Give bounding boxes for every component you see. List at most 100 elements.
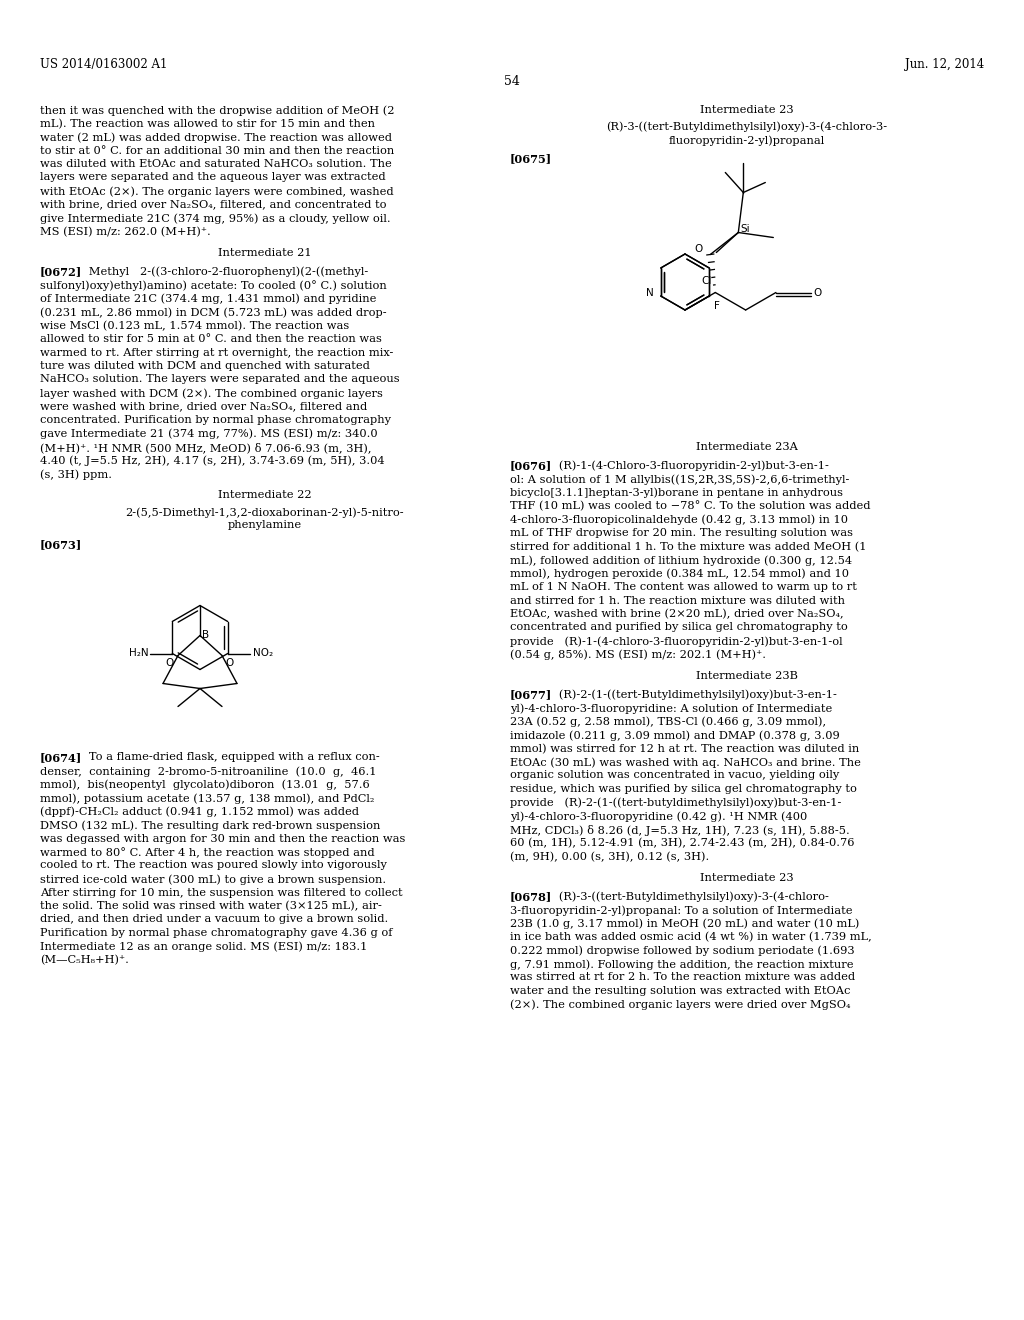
Text: in ice bath was added osmic acid (4 wt %) in water (1.739 mL,: in ice bath was added osmic acid (4 wt %… [510,932,871,942]
Text: (M+H)⁺. ¹H NMR (500 MHz, MeOD) δ 7.06-6.93 (m, 3H),: (M+H)⁺. ¹H NMR (500 MHz, MeOD) δ 7.06-6.… [40,442,372,453]
Text: (M—C₅H₈+H)⁺.: (M—C₅H₈+H)⁺. [40,954,129,965]
Text: gave Intermediate 21 (374 mg, 77%). MS (ESI) m/z: 340.0: gave Intermediate 21 (374 mg, 77%). MS (… [40,429,378,440]
Text: (R)-2-(1-((tert-Butyldimethylsilyl)oxy)but-3-en-1-: (R)-2-(1-((tert-Butyldimethylsilyl)oxy)b… [548,689,837,700]
Text: layers were separated and the aqueous layer was extracted: layers were separated and the aqueous la… [40,173,386,182]
Text: bicyclo[3.1.1]heptan-3-yl)borane in pentane in anhydrous: bicyclo[3.1.1]heptan-3-yl)borane in pent… [510,487,843,498]
Text: [0677]: [0677] [510,689,552,701]
Text: of Intermediate 21C (374.4 mg, 1.431 mmol) and pyridine: of Intermediate 21C (374.4 mg, 1.431 mmo… [40,293,377,304]
Text: THF (10 mL) was cooled to −78° C. To the solution was added: THF (10 mL) was cooled to −78° C. To the… [510,502,870,512]
Text: mmol),  bis(neopentyl  glycolato)diboron  (13.01  g,  57.6: mmol), bis(neopentyl glycolato)diboron (… [40,780,370,791]
Text: the solid. The solid was rinsed with water (3×125 mL), air-: the solid. The solid was rinsed with wat… [40,902,382,911]
Text: (m, 9H), 0.00 (s, 3H), 0.12 (s, 3H).: (m, 9H), 0.00 (s, 3H), 0.12 (s, 3H). [510,851,710,862]
Text: mL of 1 N NaOH. The content was allowed to warm up to rt: mL of 1 N NaOH. The content was allowed … [510,582,857,591]
Text: [0673]: [0673] [40,539,82,550]
Text: (0.54 g, 85%). MS (ESI) m/z: 202.1 (M+H)⁺.: (0.54 g, 85%). MS (ESI) m/z: 202.1 (M+H)… [510,649,766,660]
Text: DMSO (132 mL). The resulting dark red-brown suspension: DMSO (132 mL). The resulting dark red-br… [40,820,380,830]
Text: g, 7.91 mmol). Following the addition, the reaction mixture: g, 7.91 mmol). Following the addition, t… [510,960,853,970]
Text: Cl: Cl [701,276,712,286]
Text: N: N [646,288,653,298]
Text: 4.40 (t, J=5.5 Hz, 2H), 4.17 (s, 2H), 3.74-3.69 (m, 5H), 3.04: 4.40 (t, J=5.5 Hz, 2H), 4.17 (s, 2H), 3.… [40,455,385,466]
Text: Intermediate 23B: Intermediate 23B [696,671,798,681]
Text: sulfonyl)oxy)ethyl)amino) acetate: To cooled (0° C.) solution: sulfonyl)oxy)ethyl)amino) acetate: To co… [40,280,387,290]
Text: mL of THF dropwise for 20 min. The resulting solution was: mL of THF dropwise for 20 min. The resul… [510,528,853,539]
Text: was degassed with argon for 30 min and then the reaction was: was degassed with argon for 30 min and t… [40,833,406,843]
Text: O: O [694,244,702,255]
Text: warmed to 80° C. After 4 h, the reaction was stopped and: warmed to 80° C. After 4 h, the reaction… [40,847,375,858]
Text: give Intermediate 21C (374 mg, 95%) as a cloudy, yellow oil.: give Intermediate 21C (374 mg, 95%) as a… [40,213,390,223]
Text: imidazole (0.211 g, 3.09 mmol) and DMAP (0.378 g, 3.09: imidazole (0.211 g, 3.09 mmol) and DMAP … [510,730,840,741]
Text: US 2014/0163002 A1: US 2014/0163002 A1 [40,58,167,71]
Text: stirred for additional 1 h. To the mixture was added MeOH (1: stirred for additional 1 h. To the mixtu… [510,541,866,552]
Text: with EtOAc (2×). The organic layers were combined, washed: with EtOAc (2×). The organic layers were… [40,186,393,197]
Text: (R)-1-(4-Chloro-3-fluoropyridin-2-yl)but-3-en-1-: (R)-1-(4-Chloro-3-fluoropyridin-2-yl)but… [548,461,828,471]
Text: 54: 54 [504,75,520,88]
Text: wise MsCl (0.123 mL, 1.574 mmol). The reaction was: wise MsCl (0.123 mL, 1.574 mmol). The re… [40,321,349,331]
Text: Intermediate 22: Intermediate 22 [218,491,312,500]
Text: (dppf)-CH₂Cl₂ adduct (0.941 g, 1.152 mmol) was added: (dppf)-CH₂Cl₂ adduct (0.941 g, 1.152 mmo… [40,807,359,817]
Text: with brine, dried over Na₂SO₄, filtered, and concentrated to: with brine, dried over Na₂SO₄, filtered,… [40,199,386,210]
Text: NO₂: NO₂ [253,648,272,659]
Text: water (2 mL) was added dropwise. The reaction was allowed: water (2 mL) was added dropwise. The rea… [40,132,392,143]
Text: [0676]: [0676] [510,461,552,471]
Text: organic solution was concentrated in vacuo, yielding oily: organic solution was concentrated in vac… [510,771,840,780]
Text: Intermediate 21: Intermediate 21 [218,248,312,257]
Text: (s, 3H) ppm.: (s, 3H) ppm. [40,469,112,479]
Text: 2-(5,5-Dimethyl-1,3,2-dioxaborinan-2-yl)-5-nitro-: 2-(5,5-Dimethyl-1,3,2-dioxaborinan-2-yl)… [126,507,404,517]
Text: Jun. 12, 2014: Jun. 12, 2014 [905,58,984,71]
Text: Si: Si [740,224,750,235]
Text: yl)-4-chloro-3-fluoropyridine (0.42 g). ¹H NMR (400: yl)-4-chloro-3-fluoropyridine (0.42 g). … [510,810,807,821]
Text: yl)-4-chloro-3-fluoropyridine: A solution of Intermediate: yl)-4-chloro-3-fluoropyridine: A solutio… [510,704,833,714]
Text: MS (ESI) m/z: 262.0 (M+H)⁺.: MS (ESI) m/z: 262.0 (M+H)⁺. [40,227,211,236]
Text: [0674]: [0674] [40,752,82,763]
Text: concentrated. Purification by normal phase chromatography: concentrated. Purification by normal pha… [40,414,391,425]
Text: [0672]: [0672] [40,267,82,277]
Text: mmol) was stirred for 12 h at rt. The reaction was diluted in: mmol) was stirred for 12 h at rt. The re… [510,743,859,754]
Text: After stirring for 10 min, the suspension was filtered to collect: After stirring for 10 min, the suspensio… [40,887,402,898]
Text: 4-chloro-3-fluoropicolinaldehyde (0.42 g, 3.13 mmol) in 10: 4-chloro-3-fluoropicolinaldehyde (0.42 g… [510,515,848,525]
Text: 23A (0.52 g, 2.58 mmol), TBS-Cl (0.466 g, 3.09 mmol),: 23A (0.52 g, 2.58 mmol), TBS-Cl (0.466 g… [510,717,826,727]
Text: warmed to rt. After stirring at rt overnight, the reaction mix-: warmed to rt. After stirring at rt overn… [40,347,393,358]
Text: O: O [813,289,821,298]
Text: NaHCO₃ solution. The layers were separated and the aqueous: NaHCO₃ solution. The layers were separat… [40,375,399,384]
Text: EtOAc, washed with brine (2×20 mL), dried over Na₂SO₄,: EtOAc, washed with brine (2×20 mL), drie… [510,609,844,619]
Text: dried, and then dried under a vacuum to give a brown solid.: dried, and then dried under a vacuum to … [40,915,388,924]
Text: allowed to stir for 5 min at 0° C. and then the reaction was: allowed to stir for 5 min at 0° C. and t… [40,334,382,345]
Text: H₂N: H₂N [129,648,148,659]
Text: Intermediate 23: Intermediate 23 [700,873,794,883]
Text: (0.231 mL, 2.86 mmol) in DCM (5.723 mL) was added drop-: (0.231 mL, 2.86 mmol) in DCM (5.723 mL) … [40,308,387,318]
Text: MHz, CDCl₃) δ 8.26 (d, J=5.3 Hz, 1H), 7.23 (s, 1H), 5.88-5.: MHz, CDCl₃) δ 8.26 (d, J=5.3 Hz, 1H), 7.… [510,825,850,836]
Text: fluoropyridin-2-yl)propanal: fluoropyridin-2-yl)propanal [669,135,825,145]
Text: (2×). The combined organic layers were dried over MgSO₄: (2×). The combined organic layers were d… [510,999,851,1010]
Text: were washed with brine, dried over Na₂SO₄, filtered and: were washed with brine, dried over Na₂SO… [40,401,368,412]
Text: B: B [202,631,209,640]
Text: Intermediate 23A: Intermediate 23A [696,442,798,451]
Text: water and the resulting solution was extracted with EtOAc: water and the resulting solution was ext… [510,986,850,997]
Text: phenylamine: phenylamine [228,520,302,531]
Text: concentrated and purified by silica gel chromatography to: concentrated and purified by silica gel … [510,623,848,632]
Text: (R)-3-((tert-Butyldimethylsilyl)oxy)-3-(4-chloro-: (R)-3-((tert-Butyldimethylsilyl)oxy)-3-(… [548,891,828,902]
Text: Intermediate 23: Intermediate 23 [700,106,794,115]
Text: 60 (m, 1H), 5.12-4.91 (m, 3H), 2.74-2.43 (m, 2H), 0.84-0.76: 60 (m, 1H), 5.12-4.91 (m, 3H), 2.74-2.43… [510,838,854,849]
Text: was stirred at rt for 2 h. To the reaction mixture was added: was stirred at rt for 2 h. To the reacti… [510,973,855,982]
Text: mmol), hydrogen peroxide (0.384 mL, 12.54 mmol) and 10: mmol), hydrogen peroxide (0.384 mL, 12.5… [510,569,849,579]
Text: residue, which was purified by silica gel chromatography to: residue, which was purified by silica ge… [510,784,857,795]
Text: layer washed with DCM (2×). The combined organic layers: layer washed with DCM (2×). The combined… [40,388,383,399]
Text: O: O [226,657,234,668]
Text: provide   (R)-2-(1-((tert-butyldimethylsilyl)oxy)but-3-en-1-: provide (R)-2-(1-((tert-butyldimethylsil… [510,797,842,808]
Text: mL), followed addition of lithium hydroxide (0.300 g, 12.54: mL), followed addition of lithium hydrox… [510,554,852,565]
Text: to stir at 0° C. for an additional 30 min and then the reaction: to stir at 0° C. for an additional 30 mi… [40,145,394,156]
Text: denser,  containing  2-bromo-5-nitroaniline  (10.0  g,  46.1: denser, containing 2-bromo-5-nitroanilin… [40,766,377,776]
Text: (R)-3-((tert-Butyldimethylsilyl)oxy)-3-(4-chloro-3-: (R)-3-((tert-Butyldimethylsilyl)oxy)-3-(… [606,121,888,132]
Text: stirred ice-cold water (300 mL) to give a brown suspension.: stirred ice-cold water (300 mL) to give … [40,874,386,884]
Text: then it was quenched with the dropwise addition of MeOH (2: then it was quenched with the dropwise a… [40,106,394,116]
Text: To a flame-dried flask, equipped with a reflux con-: To a flame-dried flask, equipped with a … [78,752,380,763]
Text: mmol), potassium acetate (13.57 g, 138 mmol), and PdCl₂: mmol), potassium acetate (13.57 g, 138 m… [40,793,375,804]
Text: O: O [166,657,174,668]
Text: ol: A solution of 1 M allylbis((1S,2R,3S,5S)-2,6,6-trimethyl-: ol: A solution of 1 M allylbis((1S,2R,3S… [510,474,849,484]
Text: [0675]: [0675] [510,153,552,165]
Text: 23B (1.0 g, 3.17 mmol) in MeOH (20 mL) and water (10 mL): 23B (1.0 g, 3.17 mmol) in MeOH (20 mL) a… [510,919,859,929]
Text: mL). The reaction was allowed to stir for 15 min and then: mL). The reaction was allowed to stir fo… [40,119,375,129]
Text: F: F [715,301,720,312]
Text: was diluted with EtOAc and saturated NaHCO₃ solution. The: was diluted with EtOAc and saturated NaH… [40,158,392,169]
Text: EtOAc (30 mL) was washed with aq. NaHCO₃ and brine. The: EtOAc (30 mL) was washed with aq. NaHCO₃… [510,756,861,767]
